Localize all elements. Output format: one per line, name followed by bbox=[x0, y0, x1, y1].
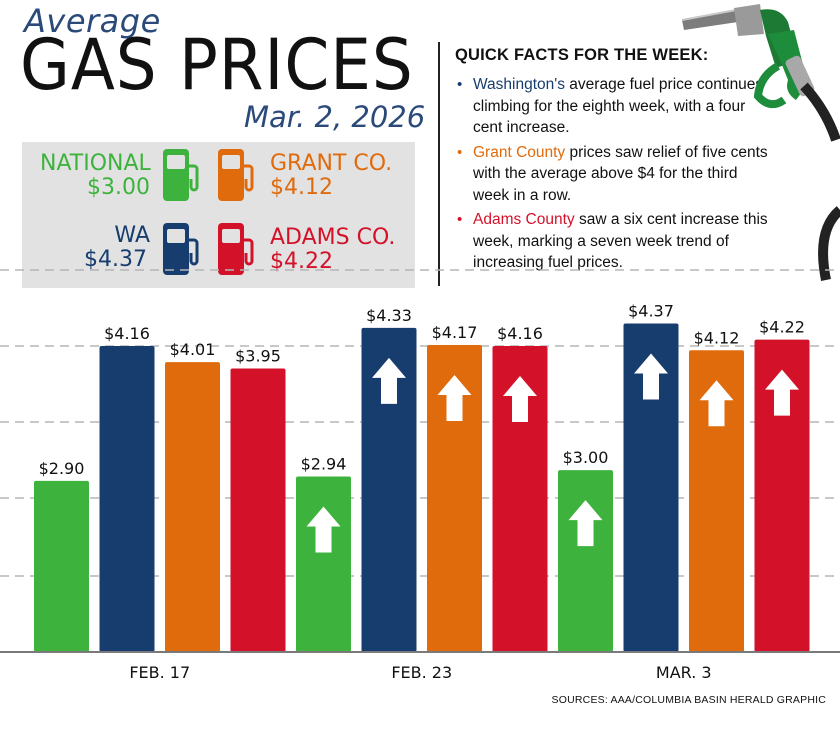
legend-national-name: NATIONAL bbox=[40, 151, 151, 176]
bar-value-label: $4.01 bbox=[170, 340, 216, 359]
bullet-icon: • bbox=[457, 76, 463, 93]
bar bbox=[165, 362, 220, 652]
gas-pump-icon bbox=[162, 222, 200, 281]
up-arrow-icon bbox=[699, 380, 734, 427]
sources-note: SOURCES: AAA/COLUMBIA BASIN HERALD GRAPH… bbox=[551, 694, 826, 706]
bar bbox=[623, 323, 679, 652]
legend-grant-name: GRANT CO. bbox=[270, 151, 393, 176]
x-tick-label: MAR. 3 bbox=[656, 663, 712, 680]
fact-text: saw a six cent increase this week, marki… bbox=[473, 211, 768, 271]
bar-chart: $2.90 $4.16 $4.01 $3.95 FEB. 17 $2.94 $4.33 $4.… bbox=[0, 269, 840, 680]
bar bbox=[230, 368, 286, 652]
bar bbox=[754, 339, 810, 652]
up-arrow-icon bbox=[372, 357, 406, 404]
up-arrow-icon bbox=[568, 500, 603, 547]
bar-value-label: $2.90 bbox=[39, 459, 85, 478]
up-arrow-icon bbox=[306, 506, 341, 553]
bar bbox=[34, 480, 89, 652]
fact-text: average fuel price continues climbing fo… bbox=[473, 76, 764, 136]
legend-adams: ADAMS CO. $4.22 bbox=[270, 226, 395, 274]
bar-value-label: $3.00 bbox=[563, 448, 609, 467]
facts-list: • Washington's average fuel price continu… bbox=[455, 74, 775, 277]
up-arrow-icon bbox=[503, 376, 537, 423]
legend-wa-name: WA bbox=[114, 223, 150, 248]
bar bbox=[492, 346, 548, 652]
bar-value-label: $4.37 bbox=[628, 302, 674, 321]
fact-item: • Grant County prices saw relief of five … bbox=[455, 142, 775, 207]
bar-value-label: $4.17 bbox=[432, 323, 478, 342]
gas-pump-icon bbox=[217, 148, 255, 207]
date-label: Mar. 2, 2026 bbox=[244, 100, 426, 134]
page-title: GAS PRICES bbox=[20, 24, 414, 106]
legend-wa: WA $4.37 bbox=[84, 224, 150, 272]
bar-value-label: $4.12 bbox=[694, 328, 740, 347]
bar bbox=[558, 470, 613, 652]
fact-item: • Washington's average fuel price continu… bbox=[455, 74, 775, 139]
fact-item: • Adams County saw a six cent increase th… bbox=[455, 209, 775, 274]
bullet-icon: • bbox=[457, 211, 463, 228]
up-arrow-icon bbox=[634, 353, 668, 400]
bar bbox=[427, 344, 482, 652]
bar bbox=[296, 476, 351, 652]
fact-lead: Grant County bbox=[473, 143, 566, 161]
fact-lead: Adams County bbox=[473, 211, 575, 228]
legend: NATIONAL $3.00 GRANT CO. $4.12 WA $4.37 … bbox=[22, 142, 415, 288]
bar bbox=[361, 327, 417, 652]
bar-value-label: $2.94 bbox=[301, 455, 347, 474]
divider bbox=[438, 42, 440, 286]
fact-lead: Washington's bbox=[473, 76, 565, 93]
fact-text: prices saw relief of five cents with the… bbox=[473, 143, 768, 204]
legend-adams-name: ADAMS CO. bbox=[270, 225, 396, 250]
bar-value-label: $4.16 bbox=[497, 324, 543, 343]
up-arrow-icon bbox=[437, 374, 472, 421]
bar-value-label: $4.16 bbox=[104, 324, 150, 343]
x-tick-label: FEB. 23 bbox=[391, 663, 452, 680]
gas-pump-icon bbox=[217, 222, 255, 281]
x-tick-label: FEB. 17 bbox=[129, 663, 190, 680]
fuel-nozzle-icon bbox=[676, 0, 840, 305]
legend-wa-price: $4.37 bbox=[84, 247, 147, 272]
title-kicker: Average bbox=[24, 2, 161, 40]
legend-grant-price: $4.12 bbox=[270, 175, 333, 200]
bar bbox=[689, 350, 744, 652]
legend-national-price: $3.00 bbox=[87, 175, 150, 200]
bar-value-label: $4.22 bbox=[759, 318, 805, 337]
bullet-icon: • bbox=[457, 143, 463, 161]
gas-pump-icon bbox=[162, 148, 200, 207]
bar bbox=[99, 346, 155, 652]
up-arrow-icon bbox=[765, 369, 799, 416]
bar-value-label: $4.33 bbox=[366, 306, 412, 325]
legend-national: NATIONAL $3.00 bbox=[40, 152, 151, 200]
legend-grant: GRANT CO. $4.12 bbox=[270, 152, 392, 200]
bar-value-label: $3.95 bbox=[235, 346, 281, 365]
facts-heading: QUICK FACTS FOR THE WEEK: bbox=[455, 46, 709, 64]
